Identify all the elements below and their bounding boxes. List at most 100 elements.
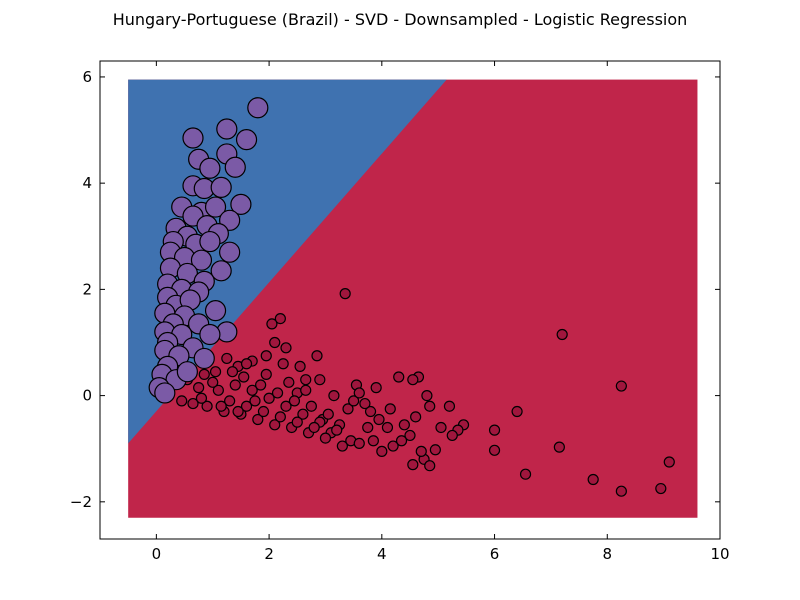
data-point	[263, 392, 275, 404]
axis-ticks: 0 2 4 6 8 10 −2 0 2 4 6	[70, 61, 730, 563]
data-point	[353, 437, 365, 449]
data-point	[247, 97, 269, 119]
data-point	[240, 358, 253, 370]
chart-title: Hungary-Portuguese (Brazil) - SVD - Down…	[113, 10, 688, 29]
data-point	[230, 193, 252, 215]
data-point	[328, 390, 340, 402]
data-point	[663, 456, 675, 468]
data-point	[553, 441, 565, 453]
data-point	[154, 382, 176, 404]
data-point	[274, 312, 286, 325]
data-point	[519, 468, 532, 480]
data-point	[229, 379, 241, 391]
data-points	[148, 97, 675, 497]
data-point	[362, 421, 374, 434]
x-tick-label: 8	[602, 545, 612, 563]
data-point	[376, 445, 388, 457]
data-point	[252, 413, 264, 426]
y-tick-label: −2	[70, 493, 92, 511]
data-point	[424, 460, 436, 472]
data-point	[407, 459, 419, 471]
data-point	[288, 395, 301, 407]
data-point	[308, 421, 320, 434]
data-point	[300, 384, 312, 396]
data-point	[277, 358, 289, 370]
data-point	[410, 411, 422, 423]
data-point	[199, 157, 221, 179]
data-point	[322, 408, 334, 420]
data-point	[221, 352, 233, 365]
data-point	[331, 424, 343, 436]
data-point	[249, 395, 261, 407]
data-point	[226, 366, 239, 378]
x-tick-label: 2	[264, 545, 274, 563]
data-point	[359, 397, 371, 410]
x-tick-label: 10	[710, 545, 729, 563]
y-tick-label: 4	[82, 174, 92, 192]
data-point	[212, 384, 224, 396]
y-tick-label: 2	[82, 280, 92, 298]
data-point	[373, 413, 385, 426]
data-point	[271, 387, 284, 399]
data-point	[269, 336, 281, 349]
data-point	[398, 419, 410, 431]
data-point	[201, 400, 213, 412]
data-point	[224, 395, 236, 407]
data-point	[240, 400, 253, 412]
data-point	[311, 350, 323, 362]
data-point	[387, 440, 399, 452]
data-point	[193, 347, 215, 370]
data-point	[204, 196, 227, 218]
data-point	[421, 390, 433, 402]
data-point	[305, 400, 317, 412]
data-point	[300, 374, 312, 386]
data-point	[195, 392, 208, 404]
data-point	[224, 156, 246, 178]
data-point	[384, 403, 396, 415]
data-point	[283, 376, 295, 388]
data-point	[336, 440, 348, 452]
data-point	[280, 342, 292, 354]
data-point	[219, 241, 241, 263]
data-point	[266, 318, 278, 330]
data-point	[294, 360, 306, 372]
data-point	[395, 435, 408, 447]
data-point	[238, 371, 250, 383]
data-point	[190, 249, 213, 271]
data-point	[204, 300, 227, 322]
data-point	[319, 432, 332, 444]
data-point	[342, 403, 354, 415]
data-point	[511, 405, 523, 418]
data-point	[404, 429, 416, 442]
y-tick-label: 6	[82, 68, 92, 86]
x-tick-label: 4	[377, 545, 387, 563]
data-point	[269, 419, 281, 431]
data-point	[210, 260, 232, 282]
plot-frame	[99, 60, 721, 540]
data-point	[216, 118, 238, 140]
data-point	[297, 408, 309, 420]
data-point	[260, 350, 272, 362]
data-point	[280, 400, 292, 412]
data-point	[615, 380, 627, 392]
data-point	[199, 230, 221, 253]
data-point	[424, 400, 436, 412]
data-point	[182, 127, 204, 149]
data-point	[446, 429, 458, 442]
data-point	[364, 405, 377, 418]
data-point	[314, 374, 326, 386]
data-point	[407, 374, 419, 386]
data-point	[209, 366, 222, 378]
data-point	[615, 485, 627, 497]
data-point	[367, 435, 379, 447]
data-point	[353, 387, 365, 399]
data-point	[215, 400, 227, 412]
data-point	[587, 473, 599, 486]
data-point	[370, 382, 382, 394]
data-point	[232, 405, 244, 418]
data-point	[187, 397, 199, 410]
data-point	[435, 421, 447, 434]
decision-regions	[128, 79, 698, 518]
data-point	[291, 416, 303, 428]
